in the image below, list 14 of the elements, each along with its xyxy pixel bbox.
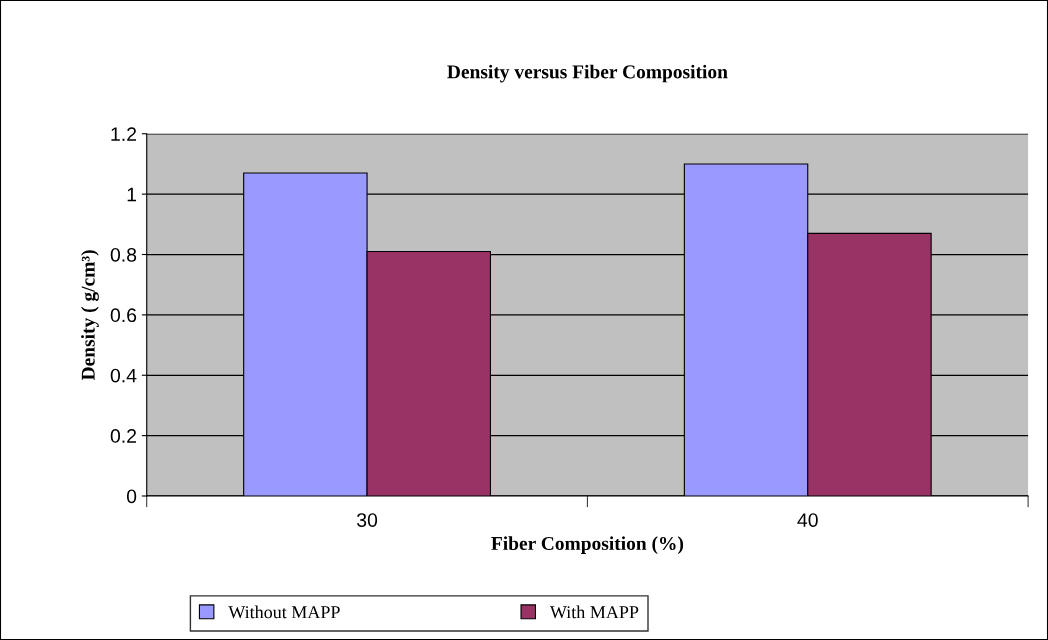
y-tick-label: 0.4 xyxy=(110,368,137,383)
chart-title: Density versus Fiber Composition xyxy=(447,64,728,83)
x-axis-title: Fiber Composition (%) xyxy=(491,536,684,554)
x-tick-label: 40 xyxy=(797,513,818,527)
y-tick-label: 0.6 xyxy=(110,308,137,323)
y-tick-label: 1.2 xyxy=(111,127,137,141)
y-tick-label: 0 xyxy=(126,489,137,504)
y-tick-label: 1 xyxy=(127,187,137,202)
y-axis-title: Density ( g/cm³) xyxy=(81,250,99,381)
y-tick-label: 0.8 xyxy=(110,247,137,262)
x-tick-label: 30 xyxy=(356,513,378,527)
legend-label: Without MAPP xyxy=(228,605,340,619)
y-tick-label: 0.2 xyxy=(110,429,137,443)
legend-label: With MAPP xyxy=(549,605,639,619)
